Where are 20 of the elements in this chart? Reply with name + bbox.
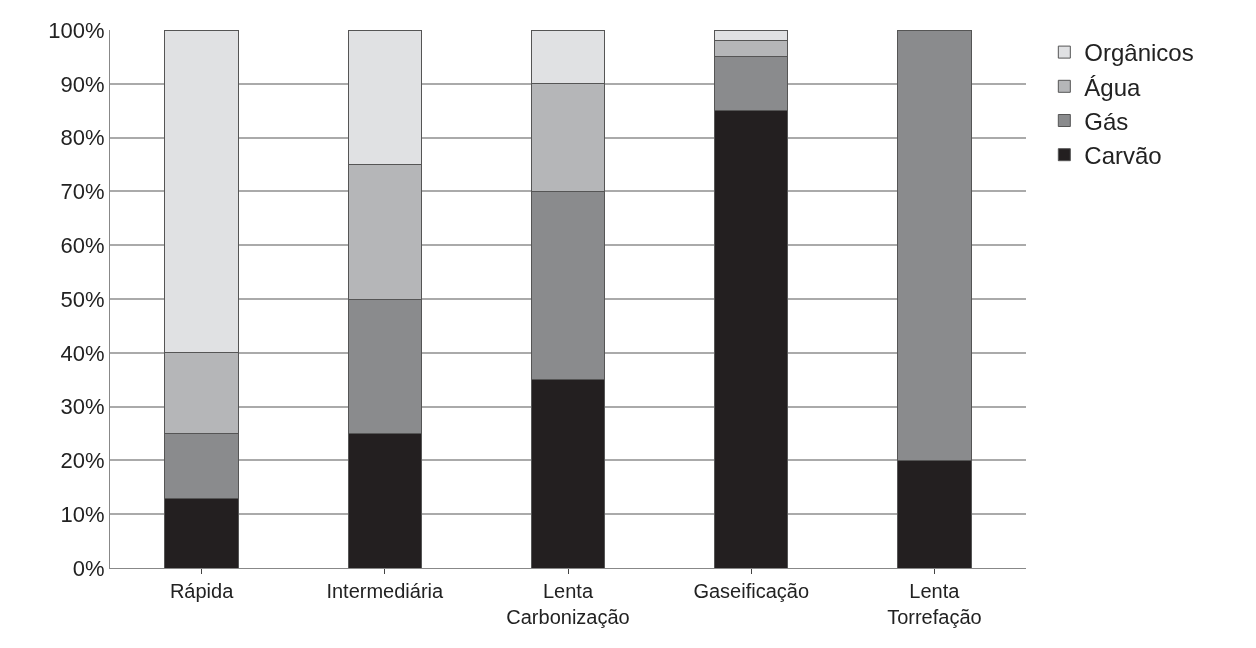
legend-label: Água bbox=[1084, 73, 1142, 101]
legend-label: Gás bbox=[1084, 107, 1129, 135]
y-tick-label: 20% bbox=[60, 448, 105, 474]
x-tick-label: Rápida bbox=[169, 580, 235, 602]
x-tick-label: Lenta Carbonização bbox=[506, 580, 630, 628]
y-tick-label: 90% bbox=[60, 71, 105, 97]
x-tick-label: Lenta Torrefação bbox=[887, 580, 982, 628]
y-tick-label: 0% bbox=[72, 555, 105, 581]
y-tick-label: 30% bbox=[60, 394, 105, 420]
y-tick-label: 100% bbox=[48, 17, 105, 43]
legend-label: Orgânicos bbox=[1084, 39, 1194, 67]
y-tick-label: 50% bbox=[60, 286, 105, 312]
y-tick-label: 10% bbox=[60, 501, 105, 527]
y-tick-label: 40% bbox=[60, 340, 105, 366]
y-tick-label: 80% bbox=[60, 125, 105, 151]
x-tick-label: Intermediária bbox=[326, 580, 445, 602]
legend-label: Carvão bbox=[1084, 142, 1162, 170]
y-tick-label: 70% bbox=[60, 179, 105, 205]
x-tick-label: Gaseificação bbox=[693, 580, 810, 602]
y-tick-label: 60% bbox=[60, 232, 105, 258]
